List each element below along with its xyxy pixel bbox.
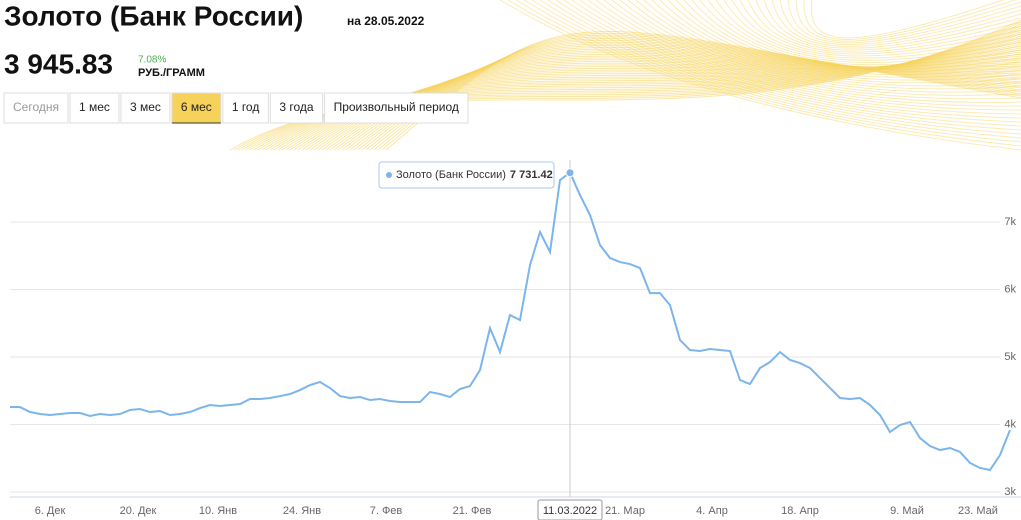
x-tick-label: 6. Дек xyxy=(35,505,66,517)
x-tick-label: 20. Дек xyxy=(120,505,157,517)
tab-label[interactable]: 3 года xyxy=(279,100,314,114)
tab-label[interactable]: Произвольный период xyxy=(334,100,459,114)
tab-label[interactable]: 3 мес xyxy=(130,100,161,114)
tab-label[interactable]: 6 мес xyxy=(181,100,212,114)
y-tick-label: 5k xyxy=(1004,351,1016,363)
wave-line xyxy=(579,0,1021,111)
wave-line xyxy=(595,0,1021,103)
wave-line xyxy=(763,0,1021,49)
tab[interactable] xyxy=(171,92,222,124)
tab-label[interactable]: Сегодня xyxy=(13,100,59,114)
tab[interactable] xyxy=(324,92,469,124)
wave-line xyxy=(771,0,1021,47)
x-tick-label: 4. Апр xyxy=(696,505,728,517)
change: 7.08% xyxy=(138,55,166,66)
tab[interactable] xyxy=(269,92,324,124)
x-tick-label: 24. Янв xyxy=(283,505,321,517)
tooltip-value: 7 731.42 xyxy=(510,169,553,181)
x-tick-label: 23. Май xyxy=(958,505,998,517)
wave-line xyxy=(787,0,1021,44)
wave-line xyxy=(747,0,1021,53)
line xyxy=(10,171,1011,472)
wave-line xyxy=(659,0,1021,78)
tooltip xyxy=(378,161,555,189)
wave-line xyxy=(779,0,1021,46)
wave-line xyxy=(563,0,1021,119)
x-tick-label: 7. Фев xyxy=(370,505,403,517)
tab[interactable] xyxy=(222,92,269,124)
price: 3 945.83 xyxy=(4,48,113,79)
tab[interactable] xyxy=(120,92,171,124)
wave-line xyxy=(385,31,1021,151)
wave-line xyxy=(755,0,1021,51)
wave-line xyxy=(803,0,1017,40)
y-tick-label: 4k xyxy=(1004,418,1016,430)
x-highlight-box xyxy=(537,499,603,520)
wave-line xyxy=(515,0,1021,143)
tooltip-name: Золото (Банк России) xyxy=(396,169,506,181)
date: на 28.05.2022 xyxy=(347,14,425,28)
wave-line xyxy=(739,0,1021,55)
wave-line xyxy=(810,0,1005,39)
tab-label[interactable]: 1 год xyxy=(232,100,260,114)
x-tick-label: 21. Мар xyxy=(605,505,645,517)
wave-line xyxy=(603,0,1021,100)
wave-line xyxy=(619,0,1021,93)
wave-line xyxy=(531,0,1021,135)
hover-point xyxy=(565,168,575,178)
unit: РУБ./ГРАММ xyxy=(138,67,205,79)
wave-line xyxy=(627,0,1021,90)
y-tick-label: 3k xyxy=(1004,486,1016,498)
wave-line xyxy=(723,0,1021,59)
x-tick-label: 10. Янв xyxy=(199,505,237,517)
wave-line xyxy=(795,0,1021,42)
tab-label[interactable]: 1 мес xyxy=(79,100,110,114)
wave-line xyxy=(707,0,1021,63)
title: Золото (Банк России) xyxy=(4,0,303,31)
wave-line xyxy=(587,0,1021,107)
x-tick-label: 9. Май xyxy=(890,505,924,517)
y-tick-label: 6k xyxy=(1004,283,1016,295)
wave-line xyxy=(571,0,1021,115)
wave-line xyxy=(731,0,1021,57)
x-tick-label: 11.03.2022 xyxy=(543,505,597,517)
tab[interactable] xyxy=(3,92,69,124)
x-tick-label: 21. Фев xyxy=(453,505,492,517)
y-tick-label: 7k xyxy=(1004,216,1016,228)
x-tick-label: 18. Апр xyxy=(781,505,819,517)
tooltip-dot xyxy=(386,172,392,178)
tab[interactable] xyxy=(69,92,120,124)
wave-line xyxy=(715,0,1021,61)
wave-line xyxy=(611,0,1021,96)
